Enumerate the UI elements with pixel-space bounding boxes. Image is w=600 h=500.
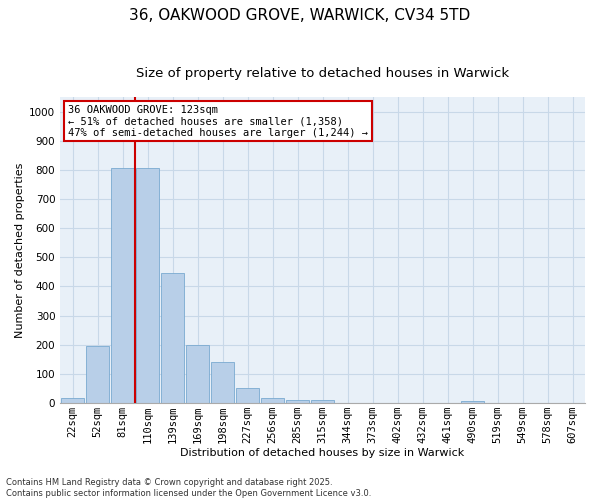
- Bar: [112, 168, 134, 403]
- Bar: [262, 398, 284, 403]
- Bar: [286, 400, 309, 403]
- Bar: [136, 168, 159, 403]
- Bar: [187, 346, 209, 403]
- X-axis label: Distribution of detached houses by size in Warwick: Distribution of detached houses by size …: [181, 448, 465, 458]
- Bar: [236, 388, 259, 403]
- Bar: [161, 274, 184, 403]
- Bar: [311, 400, 334, 403]
- Bar: [461, 400, 484, 403]
- Bar: [86, 346, 109, 403]
- Text: 36, OAKWOOD GROVE, WARWICK, CV34 5TD: 36, OAKWOOD GROVE, WARWICK, CV34 5TD: [130, 8, 470, 22]
- Bar: [211, 362, 234, 403]
- Bar: [61, 398, 84, 403]
- Title: Size of property relative to detached houses in Warwick: Size of property relative to detached ho…: [136, 68, 509, 80]
- Text: 36 OAKWOOD GROVE: 123sqm
← 51% of detached houses are smaller (1,358)
47% of sem: 36 OAKWOOD GROVE: 123sqm ← 51% of detach…: [68, 104, 368, 138]
- Text: Contains HM Land Registry data © Crown copyright and database right 2025.
Contai: Contains HM Land Registry data © Crown c…: [6, 478, 371, 498]
- Y-axis label: Number of detached properties: Number of detached properties: [15, 162, 25, 338]
